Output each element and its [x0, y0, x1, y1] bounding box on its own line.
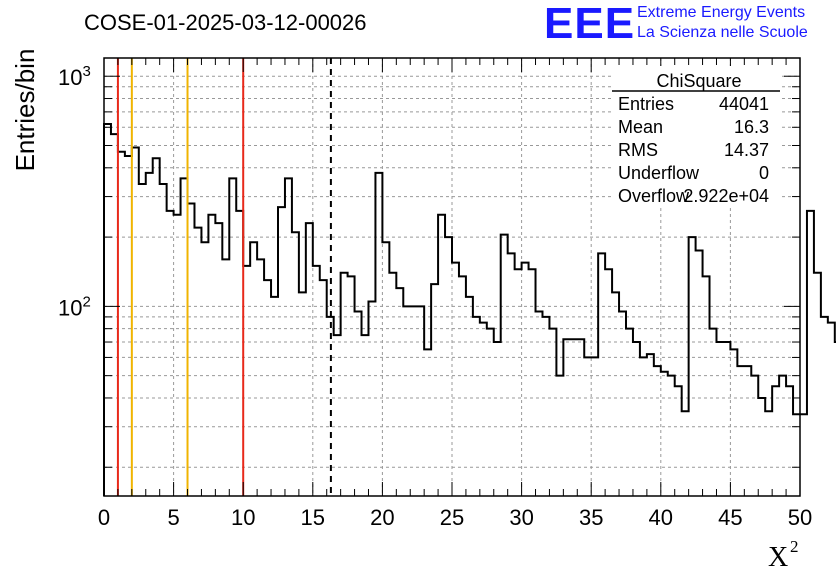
x-tick-label: 5: [167, 505, 179, 530]
stats-row-value: 2.922e+04: [683, 186, 769, 206]
y-tick-label-base: 10: [58, 65, 82, 90]
stats-row-label: Mean: [618, 117, 663, 137]
logo-line-2: La Scienza nelle Scuole: [637, 24, 808, 41]
x-axis-label-superscript: 2: [790, 537, 799, 556]
x-tick-label: 25: [440, 505, 464, 530]
x-tick-label: 45: [718, 505, 742, 530]
x-tick-label: 20: [370, 505, 394, 530]
y-tick-label: 102: [58, 293, 91, 320]
histogram-series: [103, 123, 836, 496]
x-tick-label: 35: [579, 505, 603, 530]
stats-title: ChiSquare: [656, 71, 741, 91]
y-tick-label-exponent: 2: [82, 293, 90, 310]
logo-line-1: Extreme Energy Events: [637, 4, 806, 21]
stats-row-value: 44041: [719, 94, 769, 114]
stats-row-label: Underflow: [618, 163, 700, 183]
x-axis-label: X: [768, 542, 788, 572]
stats-row-value: 16.3: [734, 117, 769, 137]
stats-row-label: Entries: [618, 94, 674, 114]
stats-row-value: 14.37: [724, 140, 769, 160]
x-tick-label: 30: [509, 505, 533, 530]
chart-title: COSE-01-2025-03-12-00026: [84, 10, 367, 35]
stats-row-label: Overflow: [618, 186, 690, 206]
y-tick-label-base: 10: [58, 295, 82, 320]
x-tick-label: 10: [231, 505, 255, 530]
y-axis-label: Entries/bin: [10, 49, 40, 172]
y-tick-label: 103: [58, 63, 91, 90]
x-tick-label: 50: [788, 505, 812, 530]
x-tick-label: 40: [649, 505, 673, 530]
stats-row-value: 0: [759, 163, 769, 183]
eee-logo: EEE: [544, 0, 636, 48]
x-tick-label: 15: [301, 505, 325, 530]
y-tick-label-exponent: 3: [82, 63, 90, 80]
x-tick-label: 0: [98, 505, 110, 530]
stats-row-label: RMS: [618, 140, 658, 160]
stats-box: [612, 66, 780, 206]
